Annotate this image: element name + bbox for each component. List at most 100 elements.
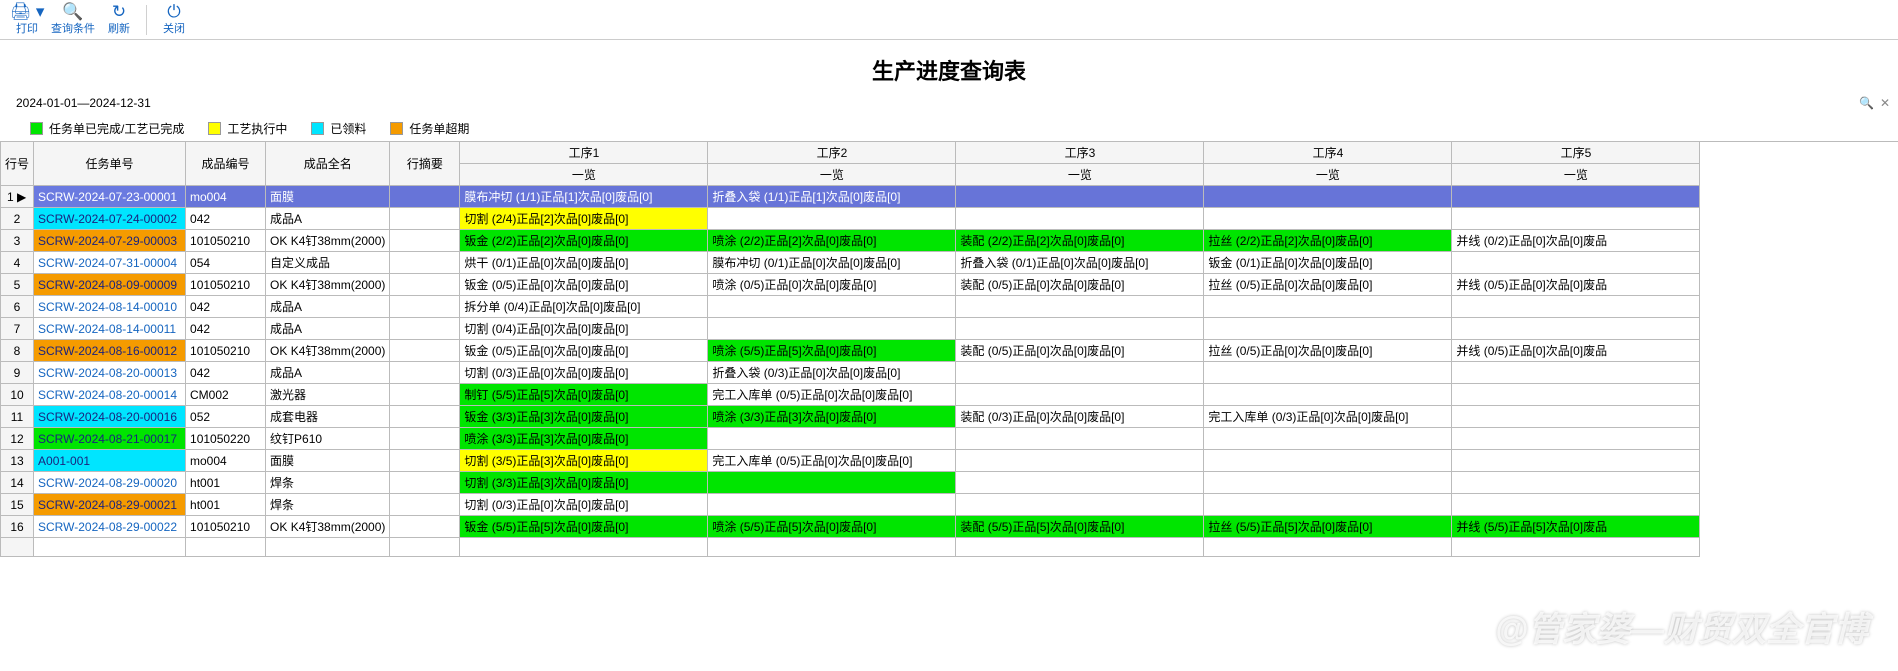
process-cell: 切割 (2/4)正品[2]次品[0]废品[0] [460, 208, 708, 230]
task-number-cell[interactable]: SCRW-2024-07-23-00001 [34, 186, 186, 208]
table: 行号任务单号成品编号成品全名行摘要工序1工序2工序3工序4工序5一览一览一览一览… [0, 141, 1898, 557]
task-number-cell[interactable]: SCRW-2024-08-29-00021 [34, 494, 186, 516]
table-row[interactable]: 3SCRW-2024-07-29-00003101050210OK K4钉38m… [1, 230, 1700, 252]
legend-item: 任务单已完成/工艺已完成 [30, 120, 184, 137]
task-number-cell[interactable]: SCRW-2024-08-20-00014 [34, 384, 186, 406]
column-header[interactable]: 行号 [1, 142, 34, 186]
table-row[interactable]: 11SCRW-2024-08-20-00016052成套电器钣金 (3/3)正品… [1, 406, 1700, 428]
task-number-cell[interactable]: SCRW-2024-08-20-00016 [34, 406, 186, 428]
task-number-cell[interactable]: SCRW-2024-08-14-00010 [34, 296, 186, 318]
process-cell: 喷涂 (3/3)正品[3]次品[0]废品[0] [708, 406, 956, 428]
legend: 任务单已完成/工艺已完成工艺执行中已领料任务单超期 [30, 120, 1898, 137]
table-row[interactable]: 1 ▶SCRW-2024-07-23-00001mo004面膜膜布冲切 (1/1… [1, 186, 1700, 208]
right-icons: 🔍✕ [1853, 96, 1890, 110]
column-header[interactable]: 工序1 [460, 142, 708, 164]
product-code-cell: 101050220 [186, 428, 266, 450]
process-cell [708, 494, 956, 516]
task-number-cell[interactable]: SCRW-2024-08-14-00011 [34, 318, 186, 340]
refresh-icon: ↻ [112, 3, 126, 20]
process-cell: 制钉 (5/5)正品[5]次品[0]废品[0] [460, 384, 708, 406]
summary-cell [390, 252, 460, 274]
toolbar-refresh-button[interactable]: ↻刷新 [96, 3, 142, 36]
table-row[interactable]: 9SCRW-2024-08-20-00013042成品A切割 (0/3)正品[0… [1, 362, 1700, 384]
table-row[interactable]: 7SCRW-2024-08-14-00011042成品A切割 (0/4)正品[0… [1, 318, 1700, 340]
column-header[interactable]: 一览 [460, 164, 708, 186]
toolbar-label: 刷新 [108, 20, 130, 36]
process-cell [1204, 494, 1452, 516]
table-row[interactable]: 14SCRW-2024-08-29-00020ht001焊条切割 (3/3)正品… [1, 472, 1700, 494]
column-header[interactable]: 工序3 [956, 142, 1204, 164]
row-number: 3 [1, 230, 34, 252]
task-number-cell[interactable]: A001-001 [34, 450, 186, 472]
task-number-cell[interactable]: SCRW-2024-08-29-00022 [34, 516, 186, 538]
column-header[interactable]: 成品编号 [186, 142, 266, 186]
task-number-cell[interactable]: SCRW-2024-08-29-00020 [34, 472, 186, 494]
column-header[interactable]: 一览 [956, 164, 1204, 186]
task-number-cell[interactable]: SCRW-2024-08-20-00013 [34, 362, 186, 384]
summary-cell [390, 516, 460, 538]
process-cell [1452, 296, 1700, 318]
task-number-cell[interactable]: SCRW-2024-08-09-00009 [34, 274, 186, 296]
row-number: 8 [1, 340, 34, 362]
process-cell: 折叠入袋 (0/3)正品[0]次品[0]废品[0] [708, 362, 956, 384]
task-number-cell[interactable]: SCRW-2024-08-21-00017 [34, 428, 186, 450]
zoom-icon[interactable]: 🔍 [1859, 96, 1874, 110]
process-cell [1452, 186, 1700, 208]
row-number: 14 [1, 472, 34, 494]
process-cell [1452, 450, 1700, 472]
row-number: 11 [1, 406, 34, 428]
column-header[interactable]: 工序5 [1452, 142, 1700, 164]
table-row[interactable]: 5SCRW-2024-08-09-00009101050210OK K4钉38m… [1, 274, 1700, 296]
process-cell [708, 472, 956, 494]
task-number-cell[interactable]: SCRW-2024-07-29-00003 [34, 230, 186, 252]
table-row[interactable]: 13A001-001mo004面膜切割 (3/5)正品[3]次品[0]废品[0]… [1, 450, 1700, 472]
toolbar-query-button[interactable]: 🔍查询条件 [50, 3, 96, 36]
toolbar-close-button[interactable]: ⏻关闭 [151, 3, 197, 36]
row-number: 5 [1, 274, 34, 296]
column-header[interactable]: 工序2 [708, 142, 956, 164]
product-code-cell: 054 [186, 252, 266, 274]
toolbar-print-button[interactable]: 🖨 ▾打印 [4, 3, 50, 36]
summary-cell [390, 384, 460, 406]
product-code-cell: 042 [186, 318, 266, 340]
table-row[interactable]: 16SCRW-2024-08-29-00022101050210OK K4钉38… [1, 516, 1700, 538]
process-cell: 烘干 (0/1)正品[0]次品[0]废品[0] [460, 252, 708, 274]
column-header[interactable]: 一览 [1452, 164, 1700, 186]
process-cell: 钣金 (0/1)正品[0]次品[0]废品[0] [1204, 252, 1452, 274]
process-cell [956, 296, 1204, 318]
process-cell [956, 384, 1204, 406]
product-code-cell: 101050210 [186, 516, 266, 538]
task-number-cell[interactable]: SCRW-2024-08-16-00012 [34, 340, 186, 362]
empty-cell [1204, 538, 1452, 557]
process-cell [1452, 428, 1700, 450]
process-cell: 切割 (0/4)正品[0]次品[0]废品[0] [460, 318, 708, 340]
summary-cell [390, 472, 460, 494]
column-header[interactable]: 一览 [1204, 164, 1452, 186]
process-cell: 装配 (5/5)正品[5]次品[0]废品[0] [956, 516, 1204, 538]
row-number: 7 [1, 318, 34, 340]
row-number: 10 [1, 384, 34, 406]
table-row[interactable]: 15SCRW-2024-08-29-00021ht001焊条切割 (0/3)正品… [1, 494, 1700, 516]
process-cell [1452, 318, 1700, 340]
table-row[interactable]: 10SCRW-2024-08-20-00014CM002激光器制钉 (5/5)正… [1, 384, 1700, 406]
task-number-cell[interactable]: SCRW-2024-07-31-00004 [34, 252, 186, 274]
empty-cell [34, 538, 186, 557]
table-row[interactable]: 12SCRW-2024-08-21-00017101050220纹钉P610喷涂… [1, 428, 1700, 450]
column-header[interactable]: 工序4 [1204, 142, 1452, 164]
product-code-cell: 101050210 [186, 340, 266, 362]
task-number-cell[interactable]: SCRW-2024-07-24-00002 [34, 208, 186, 230]
legend-swatch [390, 122, 403, 135]
table-row[interactable]: 6SCRW-2024-08-14-00010042成品A拆分单 (0/4)正品[… [1, 296, 1700, 318]
column-header[interactable]: 一览 [708, 164, 956, 186]
table-row[interactable]: 8SCRW-2024-08-16-00012101050210OK K4钉38m… [1, 340, 1700, 362]
column-header[interactable]: 任务单号 [34, 142, 186, 186]
product-name-cell: 成品A [266, 296, 390, 318]
table-row[interactable]: 2SCRW-2024-07-24-00002042成品A切割 (2/4)正品[2… [1, 208, 1700, 230]
legend-item: 任务单超期 [390, 120, 469, 137]
table-row [1, 538, 1700, 557]
close-icon[interactable]: ✕ [1880, 96, 1890, 110]
product-name-cell: 激光器 [266, 384, 390, 406]
column-header[interactable]: 成品全名 [266, 142, 390, 186]
table-row[interactable]: 4SCRW-2024-07-31-00004054自定义成品烘干 (0/1)正品… [1, 252, 1700, 274]
column-header[interactable]: 行摘要 [390, 142, 460, 186]
